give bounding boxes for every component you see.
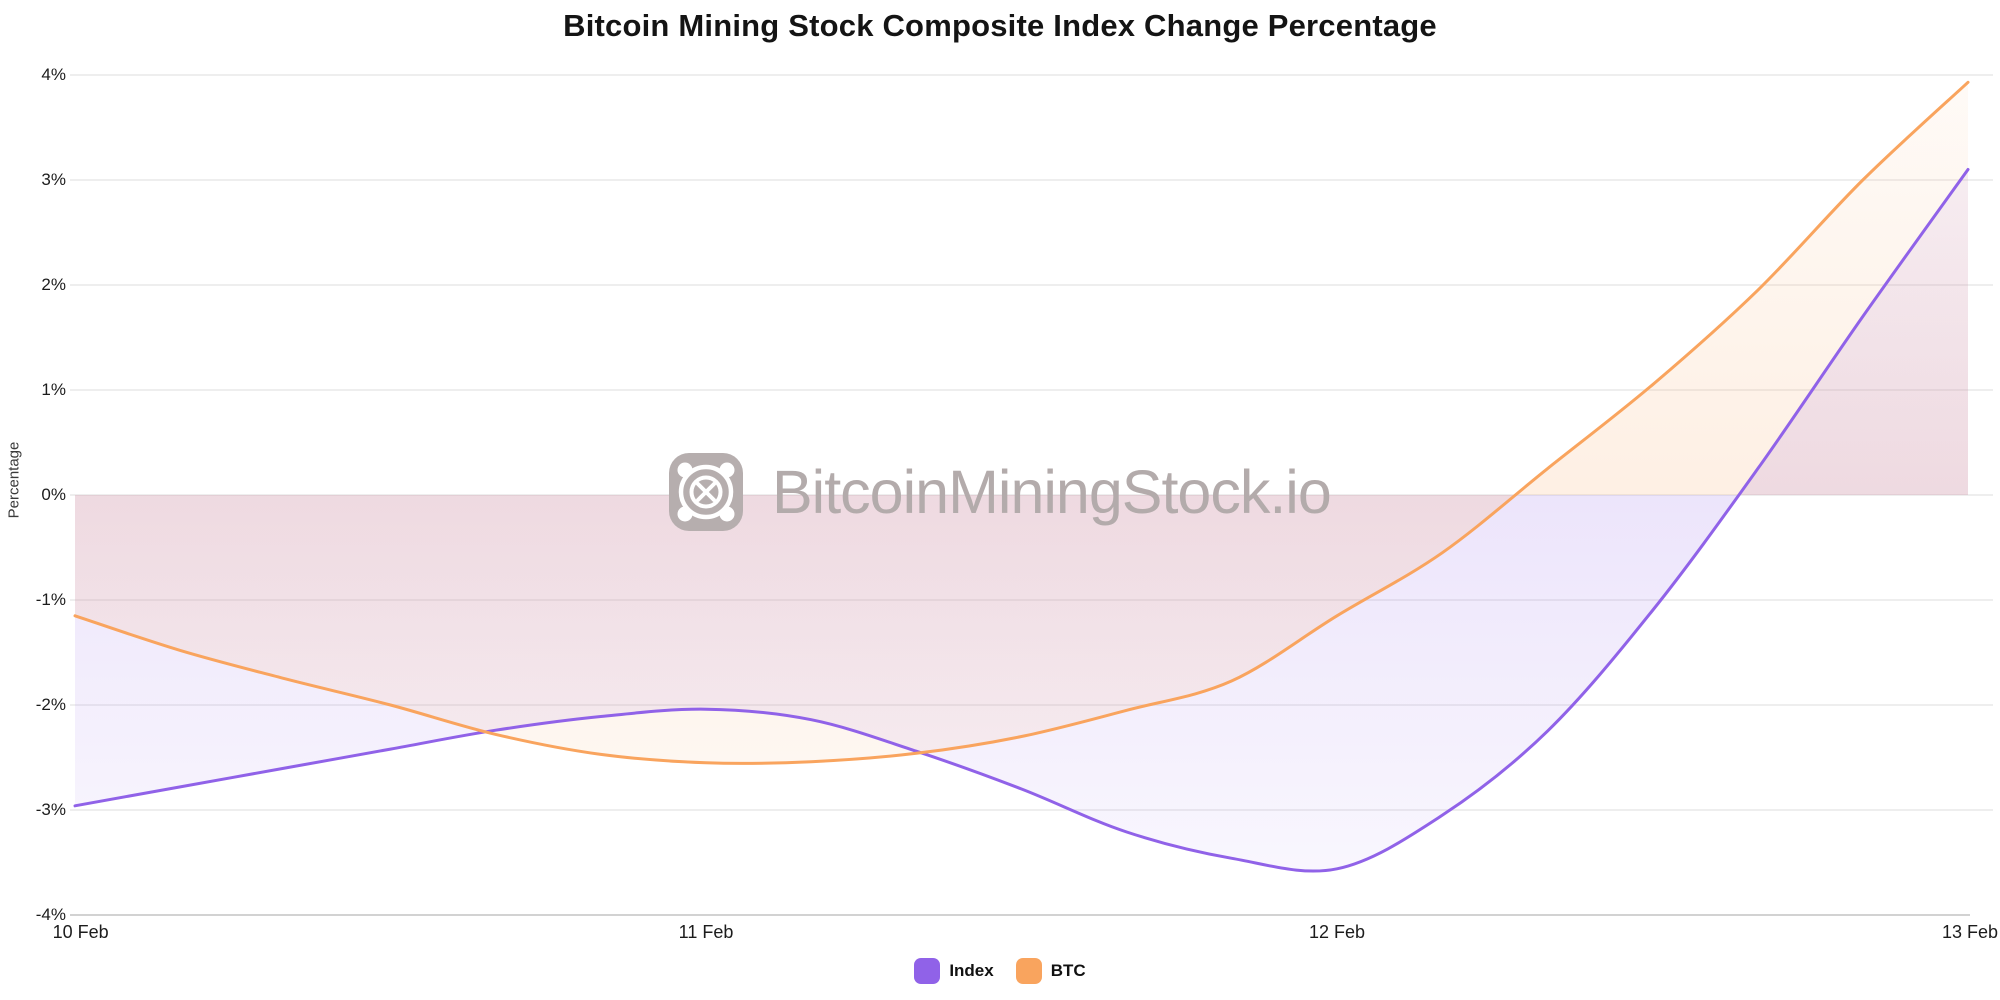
legend: Index BTC <box>0 958 2000 984</box>
y-tick-label: 2% <box>41 275 66 294</box>
index-line[interactable] <box>73 168 1970 873</box>
btc-legend-label: BTC <box>1050 961 1086 980</box>
y-tick-label: -4% <box>35 905 66 924</box>
btc-legend-swatch <box>1015 958 1042 984</box>
legend-item-index[interactable]: Index <box>914 958 994 984</box>
x-tick-label: 11 Feb <box>678 922 734 942</box>
y-tick-label: 0% <box>41 485 66 504</box>
y-tick-label: -1% <box>35 590 66 609</box>
legend-item-btc[interactable]: BTC <box>1015 958 1086 984</box>
chart-title: Bitcoin Mining Stock Composite Index Cha… <box>563 8 1437 43</box>
btc-area-fill <box>75 82 1968 764</box>
index-legend-swatch <box>914 958 941 984</box>
y-tick-label: 4% <box>41 65 66 84</box>
x-tick-label: 13 Feb <box>1941 922 1998 942</box>
index-legend-label: Index <box>949 961 994 980</box>
y-tick-label: -3% <box>35 800 66 819</box>
y-tick-label: -2% <box>35 695 66 714</box>
x-tick-label: 12 Feb <box>1308 922 1366 942</box>
y-tick-label: 1% <box>41 380 66 399</box>
y-tick-label: 3% <box>41 170 66 189</box>
x-tick-label: 10 Feb <box>52 922 109 942</box>
btc-line[interactable] <box>73 80 1970 765</box>
